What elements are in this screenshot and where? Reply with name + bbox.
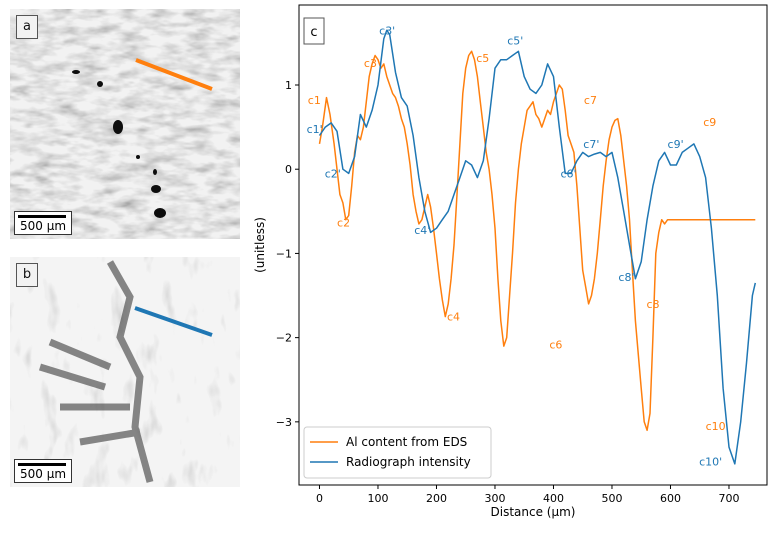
legend-label-1: Al content from EDS xyxy=(346,435,467,449)
y-tick-label: 1 xyxy=(285,79,292,92)
x-tick-label: 700 xyxy=(718,492,739,505)
point-annotation: c2 xyxy=(337,216,350,229)
scale-bar-label-a: 500 µm xyxy=(19,219,67,233)
scale-bar-a: 500 µm xyxy=(14,211,72,235)
panel-label-a: a xyxy=(16,15,38,39)
y-tick-label: −3 xyxy=(276,416,292,429)
eds-scan-line xyxy=(135,58,213,91)
pores xyxy=(72,70,166,218)
sem-image xyxy=(10,9,240,239)
x-tick-label: 100 xyxy=(367,492,388,505)
x-axis-label: Distance (μm) xyxy=(491,505,576,519)
plot-frame xyxy=(298,4,768,486)
point-annotation: c1' xyxy=(307,123,323,136)
point-annotation: c5' xyxy=(507,34,523,47)
point-annotation: c9' xyxy=(668,138,684,151)
x-tick-label: 400 xyxy=(543,492,564,505)
y-tick-label: 0 xyxy=(285,163,292,176)
y-tick-label: −2 xyxy=(276,332,292,345)
radiograph-image xyxy=(10,257,240,487)
scale-bar-line xyxy=(18,463,66,466)
x-tick-label: 500 xyxy=(601,492,622,505)
point-annotation: c8' xyxy=(618,271,634,284)
micrograph-panel-a: a 500 µm xyxy=(10,9,240,239)
scale-bar-label-b: 500 µm xyxy=(19,467,67,481)
point-annotation: c4' xyxy=(414,224,430,237)
point-annotation: c3' xyxy=(379,24,395,37)
point-annotation: c5 xyxy=(476,52,489,65)
panel-label-c: c xyxy=(303,17,325,45)
panel-label-b: b xyxy=(16,263,38,287)
legend: Al content from EDS Radiograph intensity xyxy=(303,426,492,479)
panel-label-c-text: c xyxy=(310,25,317,40)
radiograph-panel-b: b 500 µm xyxy=(10,257,240,487)
legend-label-2: Radiograph intensity xyxy=(346,455,471,469)
scale-bar-b: 500 µm xyxy=(14,459,72,483)
series-line-2 xyxy=(318,29,757,465)
point-annotation: c2' xyxy=(325,167,341,180)
point-annotation: c7 xyxy=(584,94,597,107)
point-annotation: c8 xyxy=(646,298,659,311)
point-annotation: c7' xyxy=(583,138,599,151)
point-annotation: c10 xyxy=(706,420,726,433)
point-annotation: c4 xyxy=(447,311,460,324)
point-annotation: c1 xyxy=(308,94,321,107)
dendrite-shading xyxy=(38,260,154,483)
x-tick-label: 200 xyxy=(426,492,447,505)
line-chart: 0 100 200 300 400 500 600 700 −3 −2 −1 0 1 c1 c2 c3 c4 c… xyxy=(253,4,768,519)
y-tick-label: −1 xyxy=(276,247,292,260)
point-annotation: c6' xyxy=(560,167,576,180)
series-line-1 xyxy=(318,50,756,432)
radiograph-scan-line xyxy=(134,306,213,337)
point-annotation: c9 xyxy=(703,116,716,129)
x-tick-label: 300 xyxy=(484,492,505,505)
x-tick-label: 0 xyxy=(316,492,323,505)
point-annotation: c6 xyxy=(549,338,562,351)
y-axis-label: (unitless) xyxy=(253,217,267,273)
point-annotation: c10' xyxy=(699,455,722,468)
point-annotation: c3 xyxy=(364,57,377,70)
x-tick-label: 600 xyxy=(660,492,681,505)
scale-bar-line xyxy=(18,215,66,218)
